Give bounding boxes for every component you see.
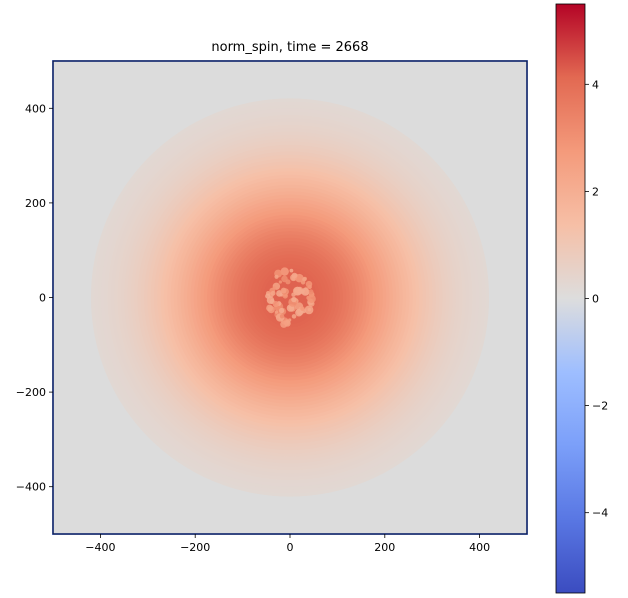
core-speckle <box>300 306 305 311</box>
core-speckle <box>294 288 299 293</box>
core-speckle <box>295 308 303 317</box>
x-tick-label: 0 <box>287 541 294 554</box>
x-tick-label: 200 <box>374 541 395 554</box>
core-speckle <box>266 304 274 312</box>
core-speckle <box>304 289 310 296</box>
core-speckle <box>281 275 288 283</box>
x-axis: −400 −200 0 200 400 <box>85 534 490 554</box>
core-speckle <box>280 320 288 328</box>
core-speckle <box>291 314 297 319</box>
x-tick-label: −400 <box>85 541 115 554</box>
y-tick-label: 400 <box>25 102 46 115</box>
core-speckle <box>302 277 307 282</box>
x-tick-label: −200 <box>180 541 210 554</box>
core-speckle <box>274 274 279 279</box>
colorbar-tick-label: −4 <box>592 507 608 520</box>
core-speckle <box>291 272 298 279</box>
core-speckle <box>280 287 287 294</box>
core-speckle <box>291 296 297 303</box>
y-axis: 400 200 0 −200 −400 <box>16 102 53 494</box>
colorbar-tick-label: 0 <box>592 293 599 306</box>
x-tick-label: 400 <box>469 541 490 554</box>
core-speckle <box>304 305 314 315</box>
core-speckle <box>274 310 279 314</box>
core-speckle <box>282 293 288 299</box>
core-speckle <box>291 292 296 297</box>
y-tick-label: 200 <box>25 197 46 210</box>
y-tick-label: 0 <box>39 292 46 305</box>
colorbar-ticks: 4 2 0 −2 −4 <box>585 78 608 520</box>
heatmap-field <box>90 98 490 497</box>
core-speckle <box>307 294 316 304</box>
core-speckle <box>279 314 285 319</box>
core-speckle <box>280 267 289 276</box>
y-tick-label: −200 <box>16 386 46 399</box>
colorbar-tick-label: 4 <box>592 78 599 91</box>
core-speckle <box>289 268 294 273</box>
core-speckle <box>272 301 279 308</box>
core-speckle <box>295 273 304 283</box>
core-speckle <box>308 289 314 295</box>
colorbar-tick-label: −2 <box>592 400 608 413</box>
core-speckle <box>278 307 285 314</box>
colorbar: 4 2 0 −2 −4 <box>555 3 608 594</box>
heatmap-core <box>265 267 316 328</box>
core-speckle <box>270 290 276 296</box>
colorbar-strip <box>555 3 586 594</box>
core-speckle <box>278 280 282 284</box>
heatmap-plot-area <box>52 60 528 535</box>
core-speckle <box>266 296 275 304</box>
chart-title: norm_spin, time = 2668 <box>211 40 368 55</box>
colorbar-tick-label: 2 <box>592 185 599 198</box>
core-speckle <box>305 280 313 288</box>
y-tick-label: −400 <box>16 481 46 494</box>
